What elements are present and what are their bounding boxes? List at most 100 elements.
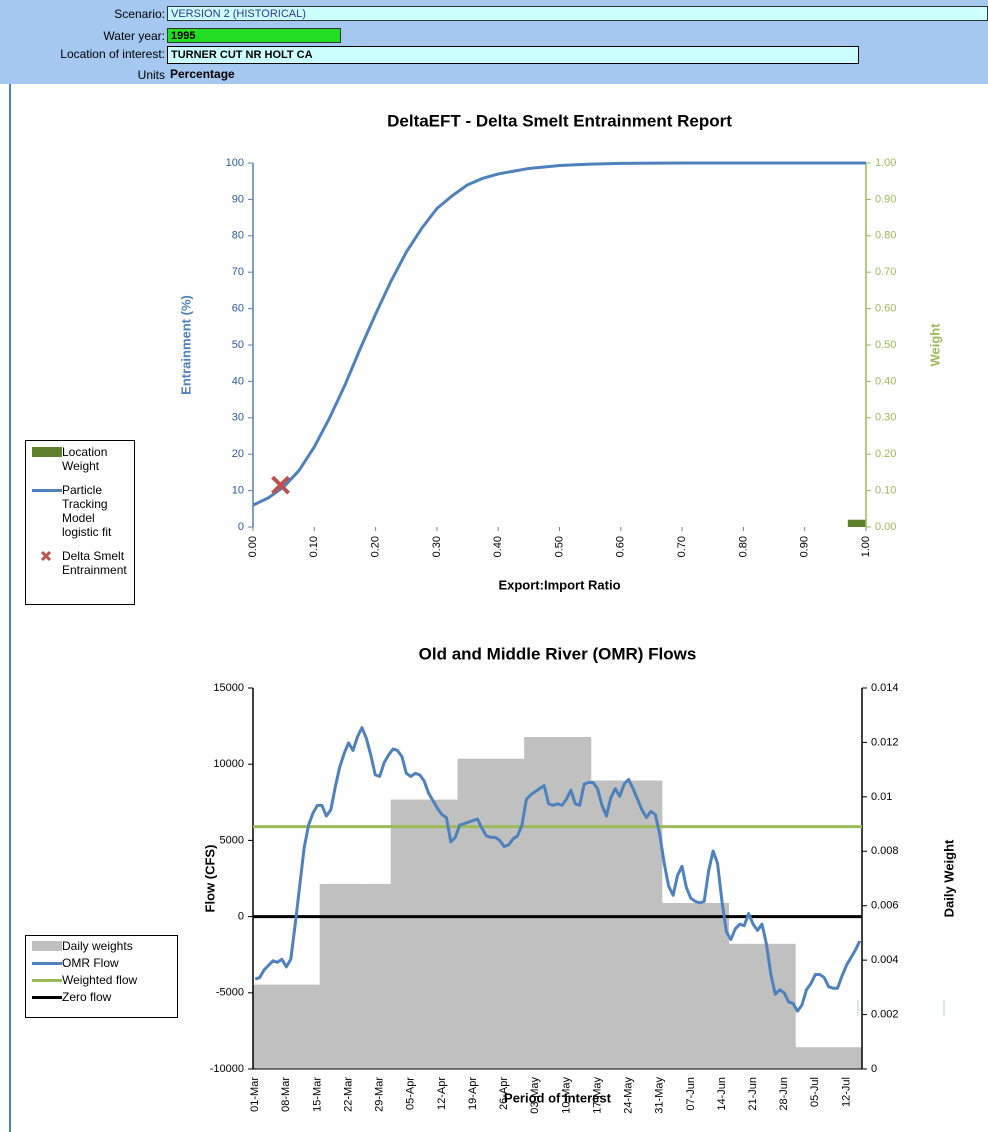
scenario-row: Scenario: VERSION 2 (HISTORICAL)	[0, 6, 988, 22]
legend-swatch	[28, 939, 62, 954]
legend-item: Weighted flow	[28, 973, 175, 988]
bar	[688, 902, 694, 1069]
bar	[848, 1047, 854, 1069]
field-value: VERSION 2 (HISTORICAL)	[167, 6, 988, 21]
bar	[857, 1047, 863, 1069]
bar	[541, 736, 547, 1069]
bar	[847, 519, 866, 527]
bar	[324, 883, 329, 1069]
legend-label: Location Weight	[62, 445, 108, 473]
y2-tick-label: 0.002	[871, 1008, 899, 1020]
water-year-row: Water year: 1995	[0, 28, 988, 44]
swatch-box	[32, 447, 62, 457]
bar	[684, 902, 690, 1069]
bar	[515, 758, 521, 1069]
bar	[826, 1047, 832, 1069]
bar	[373, 883, 378, 1069]
bar	[808, 1047, 814, 1069]
bar	[817, 1047, 823, 1069]
y2-tick-label: 0.20	[875, 448, 896, 460]
swatch-line	[32, 996, 62, 999]
bar	[657, 780, 663, 1069]
bar	[621, 780, 627, 1069]
field-label: Location of interest:	[60, 47, 165, 61]
swatch-line	[32, 489, 62, 492]
bar	[386, 883, 392, 1069]
bar	[475, 758, 481, 1069]
y2-tick-label: 0.90	[875, 193, 896, 205]
swatch-marker	[40, 550, 52, 562]
bar	[355, 883, 361, 1069]
bar	[537, 736, 543, 1069]
y-tick-label: -10000	[210, 1063, 244, 1075]
bar	[844, 1047, 850, 1069]
bar	[804, 1047, 810, 1069]
bar	[853, 1047, 858, 1069]
y-axis-label: Flow (CFS)	[202, 845, 217, 913]
bar	[568, 736, 574, 1069]
legend-item: Zero flow	[28, 990, 175, 1005]
bar	[608, 780, 614, 1069]
bar	[715, 902, 721, 1069]
field-value: 1995	[167, 28, 341, 43]
bar	[768, 943, 774, 1069]
swatch-box	[32, 941, 62, 951]
bar	[724, 902, 730, 1069]
bar	[639, 780, 645, 1069]
bar	[764, 943, 770, 1069]
bar	[413, 799, 418, 1069]
bar	[417, 799, 423, 1069]
bar	[306, 984, 312, 1069]
y-tick-label: 0	[238, 911, 244, 923]
x-tick-label: 07-Jun	[685, 1077, 697, 1111]
bar	[510, 758, 516, 1069]
location-row: Location of interest: TURNER CUT NR HOLT…	[0, 46, 988, 64]
x-tick-label: 22-Mar	[342, 1077, 354, 1112]
y2-tick-label: 0.60	[875, 303, 896, 315]
bar	[693, 902, 698, 1069]
bar	[439, 799, 445, 1069]
bar	[821, 1047, 827, 1069]
legend-item: OMR Flow	[28, 956, 175, 971]
y-tick-label: 60	[232, 303, 244, 315]
legend: Location Weight Particle Tracking Model l…	[25, 440, 135, 605]
y-tick-label: 15000	[213, 682, 244, 694]
y-tick-label: 5000	[220, 834, 244, 846]
x-tick-label: 01-Mar	[249, 1077, 261, 1112]
chart-title: Old and Middle River (OMR) Flows	[419, 644, 697, 663]
bar	[653, 780, 658, 1069]
bar	[484, 758, 489, 1069]
legend-label: Zero flow	[62, 990, 112, 1004]
x-tick-label: 0.80	[737, 536, 749, 557]
bar	[679, 902, 685, 1069]
x-tick-label: 14-Jun	[716, 1077, 728, 1111]
bar	[333, 883, 338, 1069]
y2-tick-label: 0.008	[871, 845, 899, 857]
bar	[799, 1047, 805, 1069]
legend-swatch	[28, 483, 62, 498]
bar	[813, 1047, 818, 1069]
bar	[581, 736, 587, 1069]
bar	[617, 780, 623, 1069]
x-tick-label: 19-Apr	[467, 1077, 479, 1110]
y2-tick-label: 0.00	[875, 521, 896, 533]
bar	[297, 984, 303, 1069]
bar	[461, 758, 467, 1069]
bar	[773, 943, 778, 1069]
bar	[746, 943, 752, 1069]
legend-label: OMR Flow	[62, 956, 119, 970]
x-tick-label: 31-May	[654, 1077, 666, 1114]
legend-swatch	[28, 990, 62, 1005]
y-tick-label: 100	[226, 157, 244, 169]
bar	[315, 984, 321, 1069]
bar	[457, 758, 463, 1069]
x-tick-label: 0.90	[799, 536, 811, 557]
y2-tick-label: 0.01	[871, 791, 892, 803]
field-label: Water year:	[103, 29, 165, 43]
x-tick-label: 21-Jun	[747, 1077, 759, 1111]
bar	[337, 883, 343, 1069]
bar	[697, 902, 703, 1069]
bar	[675, 902, 681, 1069]
bar	[701, 902, 707, 1069]
